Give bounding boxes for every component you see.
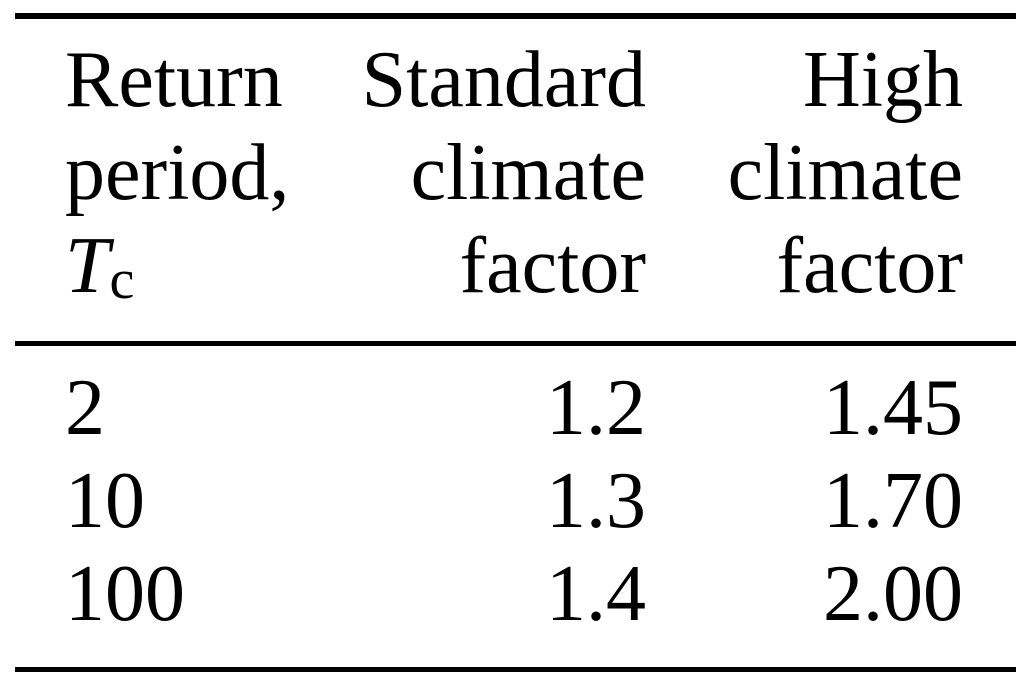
cell-high-factor-row3: 2.00 (823, 550, 963, 638)
header-high-line2: climate (727, 129, 963, 217)
cell-high-factor-row2: 1.70 (823, 457, 963, 545)
cell-return-period-row1: 2 (65, 364, 105, 452)
table-header-row: Return period, Tc Standard climate facto… (65, 34, 963, 313)
table-mid-rule (15, 341, 1016, 346)
header-standard-climate-factor: Standard climate factor (305, 34, 646, 313)
cell-return-period-row2: 10 (65, 457, 145, 545)
header-high-line1: High (803, 36, 963, 124)
cell-return-period-row3: 100 (65, 550, 185, 638)
header-high-climate-factor: High climate factor (646, 34, 963, 313)
table-top-rule (15, 13, 1016, 19)
header-return-period-line2: period, (65, 129, 290, 217)
cell-standard-factor-row1: 1.2 (546, 364, 646, 452)
cell-standard-factor-row2: 1.3 (546, 457, 646, 545)
symbol-T-subscript: c (109, 249, 135, 311)
header-standard-line2: climate (410, 129, 646, 217)
cell-high-factor-row1: 1.45 (823, 364, 963, 452)
symbol-T: T (65, 222, 110, 310)
header-return-period-symbol-line: Tc (65, 220, 305, 313)
header-standard-line3: factor (459, 222, 646, 310)
header-high-line3: factor (776, 222, 963, 310)
table-body: 2 1.2 1.45 10 1.3 1.70 100 1.4 2.00 (65, 362, 963, 641)
table-bottom-rule (15, 667, 1016, 672)
header-standard-line1: Standard (361, 36, 646, 124)
cell-standard-factor-row3: 1.4 (546, 550, 646, 638)
header-return-period: Return period, Tc (65, 34, 305, 313)
header-return-period-line1: Return (65, 36, 283, 124)
